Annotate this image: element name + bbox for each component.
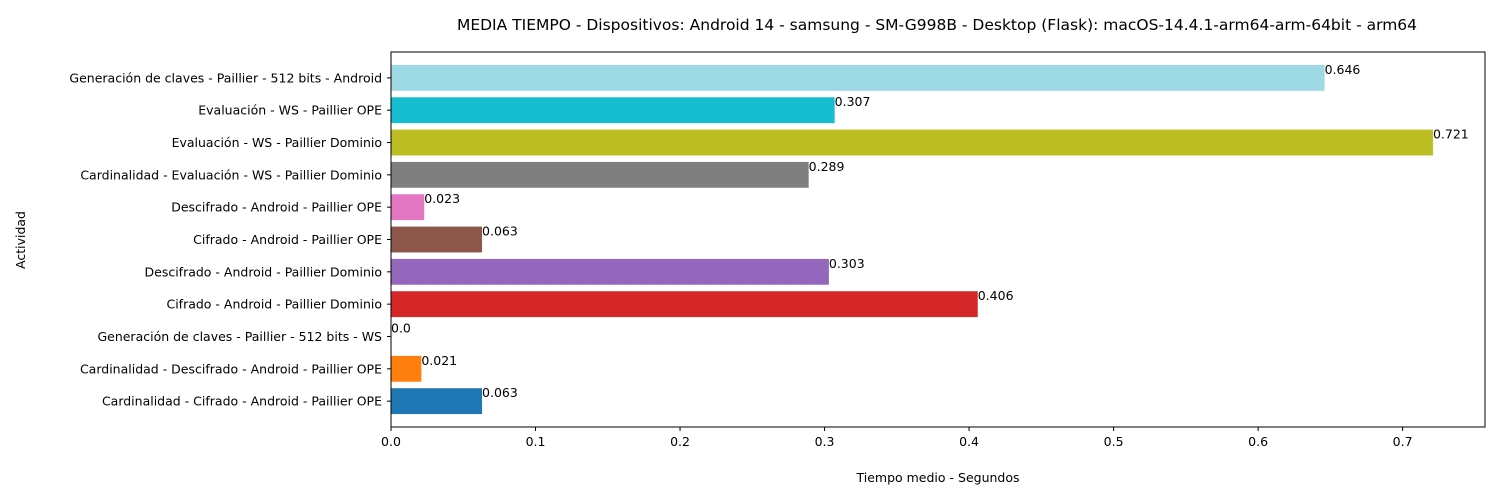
bar-value-label: 0.063 bbox=[482, 224, 518, 239]
x-tick-label: 0.0 bbox=[381, 434, 401, 449]
bar-value-label: 0.307 bbox=[835, 94, 871, 109]
bar-value-label: 0.646 bbox=[1325, 62, 1361, 77]
x-tick-label: 0.3 bbox=[815, 434, 835, 449]
y-tick-label: Cardinalidad - Cifrado - Android - Paill… bbox=[102, 394, 382, 409]
y-tick-label: Cifrado - Android - Paillier OPE bbox=[193, 232, 382, 247]
plot-frame bbox=[390, 51, 1486, 428]
y-tick-label: Cardinalidad - Evaluación - WS - Paillie… bbox=[80, 167, 382, 182]
x-tick-label: 0.5 bbox=[1104, 434, 1124, 449]
bar bbox=[391, 388, 483, 415]
x-tick-label: 0.1 bbox=[526, 434, 546, 449]
x-tick-label: 0.7 bbox=[1393, 434, 1413, 449]
bar-value-label: 0.0 bbox=[391, 320, 411, 335]
bar-value-label: 0.406 bbox=[978, 288, 1014, 303]
y-tick-label: Cifrado - Android - Paillier Dominio bbox=[166, 297, 382, 312]
data-labels-layer: 0.063 0.021 0.0 0.406 0.303 0.063 0.023 0.289 0.… bbox=[391, 62, 1469, 400]
bar-value-label: 0.021 bbox=[421, 353, 457, 368]
bar bbox=[391, 129, 1433, 156]
y-tick-label: Cardinalidad - Descifrado - Android - Pa… bbox=[80, 361, 382, 376]
y-tick-label: Evaluación - WS - Paillier Dominio bbox=[172, 135, 382, 150]
bar-value-label: 0.289 bbox=[809, 159, 845, 174]
ticks-layer: Cardinalidad - Cifrado - Android - Paill… bbox=[69, 70, 1412, 449]
y-tick-label: Evaluación - WS - Paillier OPE bbox=[198, 103, 382, 118]
chart-title: MEDIA TIEMPO - Dispositivos: Android 14 … bbox=[457, 16, 1417, 34]
bar bbox=[391, 291, 978, 318]
y-tick-label: Generación de claves - Paillier - 512 bi… bbox=[69, 70, 382, 85]
bar bbox=[391, 194, 425, 221]
bar-value-label: 0.303 bbox=[829, 256, 865, 271]
x-axis-label: Tiempo medio - Segundos bbox=[855, 470, 1019, 485]
bar bbox=[391, 161, 809, 188]
bar-value-label: 0.023 bbox=[424, 191, 460, 206]
y-tick-label: Descifrado - Android - Paillier Dominio bbox=[145, 264, 383, 279]
x-tick-label: 0.2 bbox=[670, 434, 690, 449]
bar bbox=[391, 258, 829, 285]
x-tick-label: 0.4 bbox=[959, 434, 979, 449]
y-tick-label: Generación de claves - Paillier - 512 bi… bbox=[97, 329, 382, 344]
y-axis-label: Actividad bbox=[13, 211, 28, 269]
bar-value-label: 0.721 bbox=[1433, 127, 1469, 142]
y-tick-label: Descifrado - Android - Paillier OPE bbox=[171, 200, 382, 215]
bar bbox=[391, 97, 835, 124]
bars-layer bbox=[391, 64, 1433, 415]
x-tick-label: 0.6 bbox=[1248, 434, 1268, 449]
bar bbox=[391, 226, 483, 253]
bar bbox=[391, 64, 1325, 91]
bar bbox=[391, 355, 422, 382]
bar-value-label: 0.063 bbox=[482, 385, 518, 400]
